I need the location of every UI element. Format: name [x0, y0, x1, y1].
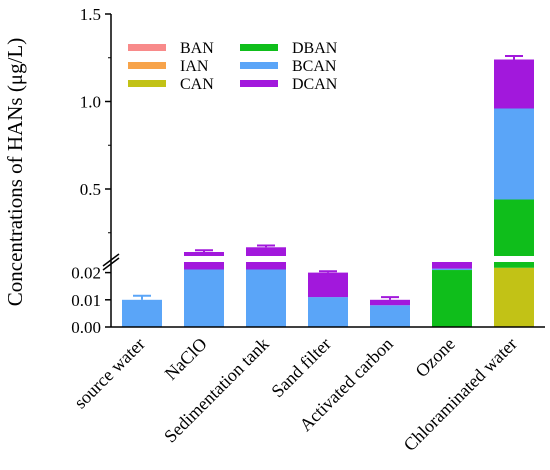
legend-swatch-ban — [128, 44, 166, 51]
bar-dcan-6 — [494, 59, 534, 109]
bar-bcan-3 — [308, 297, 348, 327]
x-tick-label-1: NaClO — [161, 334, 211, 384]
legend-swatch-can — [128, 80, 166, 87]
bar-dcan-3 — [308, 272, 348, 298]
bars-layer — [113, 55, 545, 327]
bar-dcan-5 — [432, 260, 472, 269]
x-tick-label-0: source water — [70, 334, 149, 413]
bar-bcan-6 — [494, 108, 534, 200]
bar-dcan-4 — [370, 299, 410, 306]
x-tick-label-5: Ozone — [411, 334, 458, 381]
bar-dban-5 — [432, 270, 472, 327]
y-tick-label-lower-1: 0.01 — [71, 291, 101, 310]
legend-swatch-ian — [128, 62, 166, 69]
legend-label-can: CAN — [180, 76, 214, 93]
axis-break-mark-2 — [102, 257, 120, 271]
x-tick-label-6: Chloraminated water — [400, 334, 521, 455]
y-tick-label-lower-2: 0.02 — [71, 264, 101, 283]
bar-bcan-1 — [184, 269, 224, 327]
y-tick-label-upper-0: 0.5 — [80, 180, 101, 199]
y-tick-label-upper-2: 1.5 — [80, 5, 101, 24]
legend-label-bcan: BCAN — [292, 58, 337, 75]
bar-bcan-2 — [246, 269, 286, 327]
bar-bcan-5 — [432, 268, 472, 271]
axis-break-gap — [113, 256, 545, 262]
legend-label-ian: IAN — [180, 58, 209, 75]
x-tick-label-2: Sedimentation tank — [160, 334, 273, 447]
legend-swatch-dcan — [240, 80, 278, 87]
legend-swatch-bcan — [240, 62, 278, 69]
y-tick-label-upper-1: 1.0 — [80, 93, 101, 112]
legend-label-dcan: DCAN — [292, 76, 338, 93]
bar-bcan-4 — [370, 305, 410, 327]
y-axis-label: Concentrations of HANs (μg/L) — [3, 38, 27, 306]
bar-can-6 — [494, 267, 534, 327]
bar-bcan-0 — [122, 299, 162, 327]
axis-break-mark-1 — [102, 253, 120, 267]
legend-swatch-dban — [240, 44, 278, 51]
legend-label-ban: BAN — [180, 40, 214, 57]
legend-label-dban: DBAN — [292, 40, 338, 57]
y-tick-label-lower-0: 0.00 — [71, 318, 101, 337]
